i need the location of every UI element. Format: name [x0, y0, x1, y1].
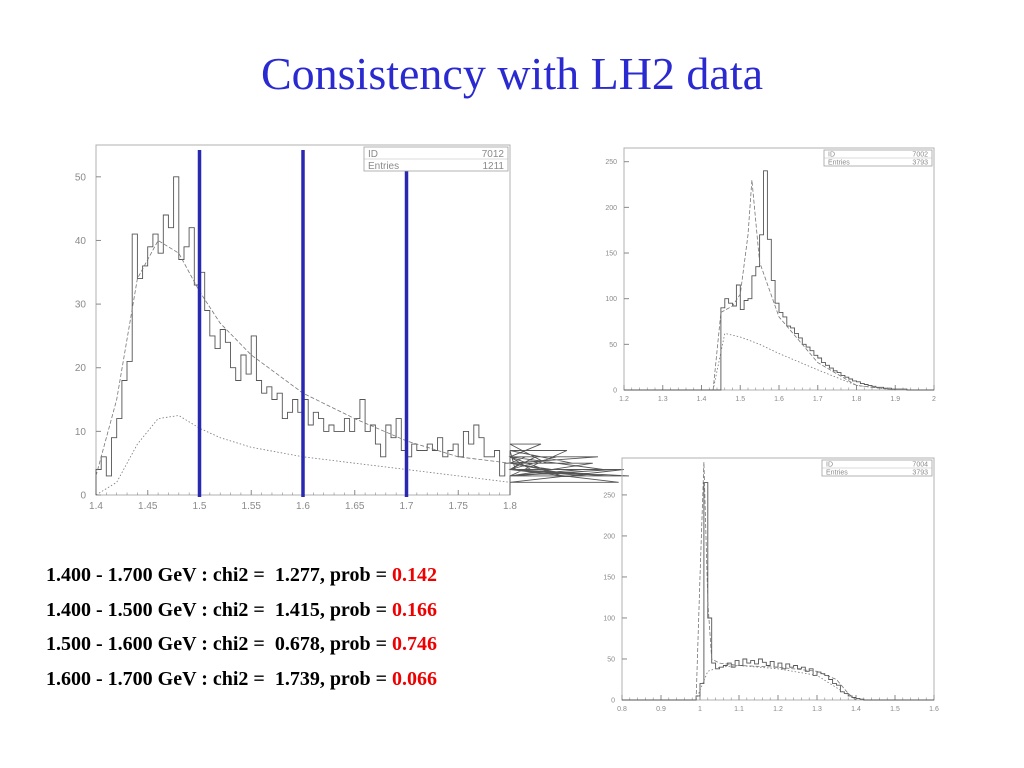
stats-box: ID 7012 Entries 1211 — [363, 146, 509, 172]
stats-id-label: ID — [826, 462, 833, 469]
y-tick-label: 20 — [75, 363, 87, 374]
x-tick-label: 1.5 — [735, 396, 745, 403]
x-tick-label: 1.7 — [813, 396, 823, 403]
y-tick-label: 0 — [80, 491, 86, 502]
prob-label: , prob = — [319, 667, 392, 690]
y-tick-label: 150 — [605, 250, 617, 257]
y-tick-label: 0 — [613, 387, 617, 394]
series-dotted-line — [695, 665, 857, 701]
fit-result-row: 1.600 - 1.700 GeV : chi2 = 1.739, prob =… — [46, 662, 437, 697]
stats-id-label: ID — [828, 152, 835, 159]
x-tick-label: 1.8 — [852, 396, 862, 403]
prob-label: , prob = — [319, 598, 392, 621]
x-tick-label: 1.8 — [503, 501, 517, 512]
stats-box: ID 7004 Entries 3793 — [821, 459, 933, 477]
x-tick-label: 1.65 — [345, 501, 365, 512]
prob-value: 0.166 — [391, 598, 437, 621]
y-tick-label: 50 — [609, 342, 617, 349]
chi2-label: : chi2 = — [196, 598, 275, 621]
y-tick-label: 50 — [607, 656, 615, 663]
x-tick-label: 1.6 — [929, 706, 939, 713]
x-tick-label: 1.45 — [138, 501, 158, 512]
bottom-right-histogram: 0.8 0.9 1 1.1 1.2 1.3 1.4 1.5 1.6 0 50 100 150 200 250… — [603, 457, 939, 713]
top-right-histogram: 1.2 1.3 1.4 1.5 1.6 1.7 1.8 1.9 2 0 50 100 150 200 250… — [605, 147, 936, 403]
x-tick-label: 1.4 — [89, 501, 103, 512]
fit-range: 1.500 - 1.600 GeV — [46, 633, 197, 655]
stats-id-label: ID — [368, 149, 378, 160]
stats-id: 7002 — [912, 152, 928, 159]
y-tick-label: 200 — [605, 205, 617, 212]
prob-value: 0.142 — [391, 564, 437, 586]
chi2-label: : chi2 = — [196, 564, 275, 586]
fit-result-row: 1.400 - 1.500 GeV : chi2 = 1.415, prob =… — [46, 593, 437, 628]
prob-value: 0.746 — [391, 633, 437, 655]
series-dotted-line — [712, 332, 896, 391]
series-solid-line — [624, 170, 934, 391]
stats-id: 7012 — [482, 149, 505, 160]
x-tick-label: 1.3 — [812, 706, 822, 713]
x-tick-label: 1.1 — [734, 706, 744, 713]
x-tick-label: 1.5 — [890, 706, 900, 713]
fit-results-list: 1.400 - 1.700 GeV : chi2 = 1.277, prob =… — [46, 558, 437, 696]
stats-id: 7004 — [912, 462, 928, 469]
x-tick-label: 1.55 — [242, 501, 262, 512]
x-tick-label: 0.9 — [656, 706, 666, 713]
y-tick-label: 250 — [603, 492, 615, 499]
x-tick-label: 0.8 — [617, 706, 627, 713]
series-solid-line — [622, 482, 934, 701]
fit-range: 1.400 - 1.700 GeV — [46, 564, 197, 586]
fit-range: 1.400 - 1.500 GeV — [46, 598, 197, 621]
stats-entries: 3793 — [912, 470, 928, 477]
stats-entries-label: Entries — [368, 161, 399, 172]
y-tick-label: 150 — [603, 574, 615, 581]
fit-result-row: 1.500 - 1.600 GeV : chi2 = 0.678, prob =… — [46, 627, 437, 662]
stats-entries: 3793 — [912, 160, 928, 167]
fit-result-row: 1.400 - 1.700 GeV : chi2 = 1.277, prob =… — [46, 558, 437, 593]
y-tick-label: 30 — [75, 300, 87, 311]
y-tick-label: 100 — [605, 296, 617, 303]
x-tick-label: 1 — [698, 706, 702, 713]
x-tick-label: 1.4 — [697, 396, 707, 403]
y-tick-label: 100 — [603, 615, 615, 622]
stats-entries-label: Entries — [826, 470, 848, 477]
x-tick-label: 1.6 — [296, 501, 310, 512]
chi2-label: : chi2 = — [196, 667, 275, 690]
x-tick-label: 1.3 — [658, 396, 668, 403]
x-tick-label: 1.9 — [890, 396, 900, 403]
y-tick-label: 0 — [611, 697, 615, 704]
chi2-value: 1.277 — [274, 564, 320, 586]
chi2-value: 0.678 — [274, 633, 320, 655]
y-tick-label: 50 — [75, 172, 87, 183]
y-tick-label: 10 — [75, 427, 87, 438]
stats-entries: 1211 — [482, 161, 504, 172]
x-tick-label: 2 — [932, 396, 936, 403]
fit-range: 1.600 - 1.700 GeV — [46, 667, 197, 690]
series-dashed-line — [695, 462, 857, 701]
y-tick-label: 250 — [605, 159, 617, 166]
main-histogram: 1.4 1.45 1.5 1.55 1.6 1.65 1.7 1.75 1.8 0 10 20 30 40… — [75, 144, 630, 512]
chi2-label: : chi2 = — [196, 633, 275, 655]
x-tick-label: 1.6 — [774, 396, 784, 403]
y-tick-label: 200 — [603, 533, 615, 540]
x-tick-label: 1.2 — [773, 706, 783, 713]
prob-value: 0.066 — [391, 667, 437, 690]
prob-label: , prob = — [319, 633, 392, 655]
x-tick-label: 1.5 — [193, 501, 207, 512]
x-tick-label: 1.4 — [851, 706, 861, 713]
prob-label: , prob = — [319, 564, 392, 586]
slide-title: Consistency with LH2 data — [260, 48, 764, 99]
stats-box: ID 7002 Entries 3793 — [823, 149, 933, 167]
stats-entries-label: Entries — [828, 160, 850, 167]
chi2-value: 1.415 — [274, 598, 320, 621]
x-tick-label: 1.2 — [619, 396, 629, 403]
chi2-value: 1.739 — [274, 667, 320, 690]
series-dashed-line — [712, 179, 896, 391]
x-tick-label: 1.7 — [400, 501, 414, 512]
series-solid-line — [95, 176, 630, 495]
y-tick-label: 40 — [75, 236, 87, 247]
x-tick-label: 1.75 — [449, 501, 469, 512]
